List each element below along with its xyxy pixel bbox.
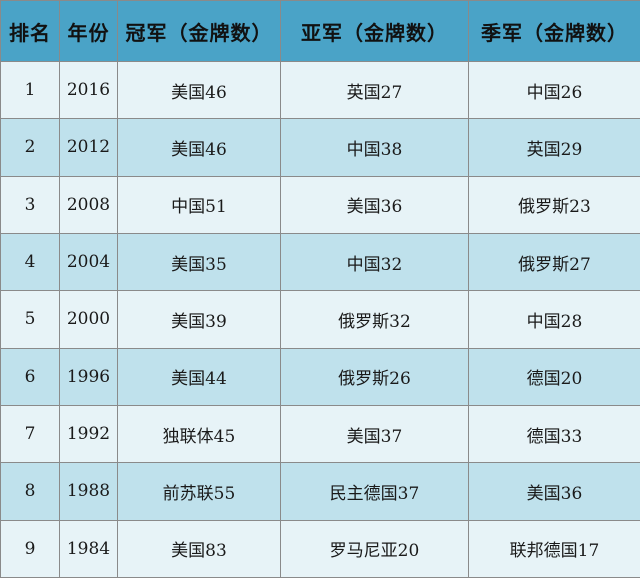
cell-bronze: 德国20 xyxy=(468,347,640,406)
cell-silver: 民主德国37 xyxy=(280,462,469,521)
table-body: 1 2016 美国46 英国27 中国26 2 2012 美国46 中国38 英… xyxy=(0,60,640,578)
cell-rank: 3 xyxy=(0,175,60,234)
header-silver: 亚军（金牌数） xyxy=(280,0,469,62)
cell-silver: 俄罗斯26 xyxy=(280,347,469,406)
cell-gold: 前苏联55 xyxy=(117,462,281,521)
cell-bronze: 美国36 xyxy=(468,462,640,521)
header-row: 排名 年份 冠军（金牌数） 亚军（金牌数） 季军（金牌数） xyxy=(0,0,640,62)
table-row: 4 2004 美国35 中国32 俄罗斯27 xyxy=(0,232,640,292)
cell-rank: 8 xyxy=(0,462,60,521)
cell-gold: 美国83 xyxy=(117,519,281,578)
cell-bronze: 德国33 xyxy=(468,404,640,464)
cell-bronze: 中国28 xyxy=(468,290,640,349)
cell-rank: 2 xyxy=(0,118,60,177)
cell-silver: 俄罗斯32 xyxy=(280,290,469,349)
table-row: 2 2012 美国46 中国38 英国29 xyxy=(0,118,640,177)
cell-silver: 罗马尼亚20 xyxy=(280,519,469,578)
cell-bronze: 英国29 xyxy=(468,118,640,177)
cell-rank: 6 xyxy=(0,347,60,406)
cell-bronze: 联邦德国17 xyxy=(468,519,640,578)
table-row: 9 1984 美国83 罗马尼亚20 联邦德国17 xyxy=(0,519,640,578)
cell-year: 1992 xyxy=(59,404,118,464)
cell-silver: 美国37 xyxy=(280,404,469,464)
cell-rank: 4 xyxy=(0,232,60,292)
cell-rank: 5 xyxy=(0,290,60,349)
cell-silver: 美国36 xyxy=(280,175,469,234)
cell-year: 2016 xyxy=(59,60,118,120)
cell-bronze: 中国26 xyxy=(468,60,640,120)
table-row: 3 2008 中国51 美国36 俄罗斯23 xyxy=(0,175,640,234)
table-row: 7 1992 独联体45 美国37 德国33 xyxy=(0,404,640,464)
table-row: 5 2000 美国39 俄罗斯32 中国28 xyxy=(0,290,640,349)
cell-year: 1996 xyxy=(59,347,118,406)
cell-year: 2000 xyxy=(59,290,118,349)
cell-silver: 英国27 xyxy=(280,60,469,120)
cell-silver: 中国38 xyxy=(280,118,469,177)
table-row: 6 1996 美国44 俄罗斯26 德国20 xyxy=(0,347,640,406)
cell-year: 1984 xyxy=(59,519,118,578)
table-row: 1 2016 美国46 英国27 中国26 xyxy=(0,60,640,120)
cell-gold: 美国46 xyxy=(117,118,281,177)
cell-bronze: 俄罗斯27 xyxy=(468,232,640,292)
cell-year: 2004 xyxy=(59,232,118,292)
cell-year: 2012 xyxy=(59,118,118,177)
cell-gold: 中国51 xyxy=(117,175,281,234)
cell-gold: 美国44 xyxy=(117,347,281,406)
cell-gold: 美国39 xyxy=(117,290,281,349)
cell-year: 2008 xyxy=(59,175,118,234)
cell-gold: 独联体45 xyxy=(117,404,281,464)
cell-gold: 美国35 xyxy=(117,232,281,292)
header-gold: 冠军（金牌数） xyxy=(117,0,281,62)
header-year: 年份 xyxy=(59,0,118,62)
header-bronze: 季军（金牌数） xyxy=(468,0,640,62)
cell-gold: 美国46 xyxy=(117,60,281,120)
cell-year: 1988 xyxy=(59,462,118,521)
table-row: 8 1988 前苏联55 民主德国37 美国36 xyxy=(0,462,640,521)
cell-silver: 中国32 xyxy=(280,232,469,292)
cell-rank: 9 xyxy=(0,519,60,578)
cell-rank: 1 xyxy=(0,60,60,120)
header-rank: 排名 xyxy=(0,0,60,62)
cell-rank: 7 xyxy=(0,404,60,464)
cell-bronze: 俄罗斯23 xyxy=(468,175,640,234)
table-header: 排名 年份 冠军（金牌数） 亚军（金牌数） 季军（金牌数） xyxy=(0,0,640,62)
